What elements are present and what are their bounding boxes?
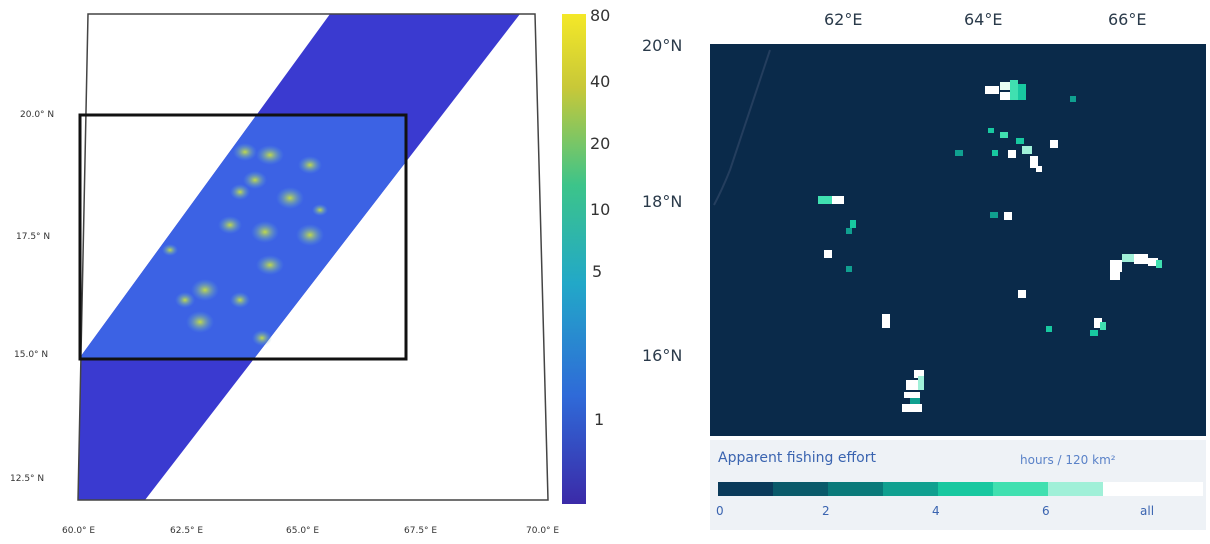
lon-label: 66°E [1108, 10, 1147, 29]
fishing-hotspots [162, 143, 328, 346]
lat-label: 18°N [642, 192, 683, 211]
right-map-canvas [710, 44, 1206, 530]
fishing-effort-cells [818, 80, 1162, 412]
lon-label: 64°E [964, 10, 1003, 29]
colorbar-tick: 20 [590, 134, 611, 153]
legend-unit: hours / 120 km² [1020, 453, 1116, 467]
legend-colorbar [718, 482, 1203, 496]
legend-tick: all [1140, 504, 1155, 518]
lon-label: 60.0° E [62, 526, 96, 536]
lon-label: 62.5° E [170, 526, 204, 536]
legend-tick: 4 [932, 504, 940, 518]
legend-title: Apparent fishing effort [718, 450, 876, 466]
colorbar-tick: 40 [590, 72, 611, 91]
coastline [713, 49, 771, 206]
legend-tick: 0 [716, 504, 724, 518]
colorbar-tick: 1 [594, 410, 605, 429]
left-map-canvas [77, 13, 586, 504]
legend-tick: 6 [1042, 504, 1050, 518]
colorbar-tick: 10 [590, 200, 611, 219]
lon-label: 70.0° E [526, 526, 560, 536]
lat-label: 15.0° N [14, 350, 49, 360]
lat-label: 20°N [642, 36, 683, 55]
study-area-box [78, 113, 408, 361]
colorbar-tick: 80 [590, 6, 611, 25]
lon-label: 62°E [824, 10, 863, 29]
swath-inner-region [80, 115, 406, 359]
colorbar [562, 14, 586, 504]
legend-tick: 2 [822, 504, 830, 518]
ocean-background [710, 44, 1206, 436]
colorbar-tick: 5 [592, 262, 603, 281]
lat-label: 20.0° N [20, 110, 55, 120]
lon-label: 65.0° E [286, 526, 320, 536]
right-map: 62°E 64°E 66°E 20°N 18°N 16°N [610, 0, 1210, 544]
lat-label: 12.5° N [10, 474, 45, 484]
lat-label: 16°N [642, 346, 683, 365]
lon-label: 67.5° E [404, 526, 438, 536]
lat-label: 17.5° N [16, 232, 51, 242]
left-map: 20.0° N 17.5° N 15.0° N 12.5° N 60.0° E … [10, 6, 611, 536]
